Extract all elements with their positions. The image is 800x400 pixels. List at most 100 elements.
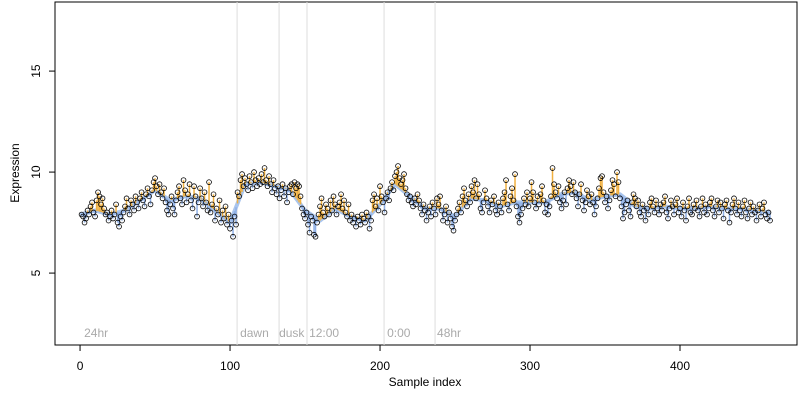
data-point [212, 217, 218, 224]
annotation: 48hr [437, 326, 461, 340]
data-point [375, 207, 382, 214]
data-point [369, 197, 376, 204]
data-point [674, 195, 680, 202]
data-point [455, 205, 461, 212]
data-point [738, 213, 745, 220]
data-point [285, 189, 292, 196]
annotation: 0:00 [387, 326, 411, 340]
data-point [168, 193, 175, 200]
data-point [572, 189, 578, 196]
data-point [339, 205, 346, 212]
data-point [563, 201, 569, 208]
data-point [662, 193, 668, 200]
data-point [144, 185, 151, 192]
data-point [638, 213, 644, 220]
data-point [353, 223, 359, 230]
data-point [402, 185, 409, 192]
data-point [606, 197, 613, 204]
data-point [566, 177, 572, 183]
data-point [321, 213, 328, 220]
data-point [671, 211, 677, 218]
data-point [83, 215, 89, 222]
data-point [561, 189, 568, 196]
data-point [165, 211, 172, 218]
data-point [527, 195, 533, 202]
data-point [680, 199, 686, 206]
data-point [696, 213, 703, 220]
data-point [767, 217, 773, 224]
data-point [516, 219, 523, 226]
x-tick-label: 100 [220, 359, 240, 373]
data-point [747, 199, 754, 206]
data-point [267, 181, 274, 188]
data-point [381, 209, 388, 216]
data-point [393, 169, 400, 175]
data-point [344, 213, 350, 220]
data-point [161, 185, 167, 192]
data-point [281, 193, 287, 200]
x-axis-label: Sample index [389, 375, 462, 389]
data-point [476, 191, 482, 198]
data-point [380, 199, 386, 206]
data-point [302, 215, 308, 222]
data-point [686, 195, 692, 202]
data-point [648, 195, 655, 202]
data-point [626, 207, 632, 214]
plot-frame [54, 1, 798, 346]
data-point [237, 177, 244, 183]
data-point [129, 201, 136, 208]
data-point [593, 203, 599, 210]
data-point [357, 221, 364, 228]
data-point [654, 205, 661, 212]
data-point [395, 163, 401, 169]
data-point [600, 189, 607, 196]
data-point [540, 197, 547, 204]
data-point [474, 181, 481, 188]
data-point [581, 207, 587, 214]
data-point [345, 201, 352, 208]
data-point [279, 181, 286, 188]
y-tick-label: 10 [29, 165, 43, 179]
data-point [509, 185, 515, 192]
data-point [735, 199, 742, 206]
data-point [551, 181, 557, 188]
data-point [194, 213, 200, 220]
data-point [513, 203, 520, 210]
data-point [548, 193, 554, 200]
data-point [341, 197, 347, 204]
data-point [576, 191, 583, 198]
data-point [644, 205, 650, 212]
data-point [314, 219, 320, 226]
data-point [737, 207, 743, 214]
data-point [326, 211, 332, 218]
data-point [258, 171, 265, 177]
data-point [242, 175, 248, 181]
data-point [717, 199, 724, 206]
data-point [297, 193, 304, 200]
data-point [521, 195, 527, 202]
data-point [536, 201, 542, 208]
data-point [753, 217, 760, 224]
data-point [140, 197, 146, 204]
data-point [159, 195, 166, 202]
x-tick-label: 0 [77, 359, 84, 373]
data-point [645, 211, 652, 218]
data-point [677, 205, 683, 212]
data-point [443, 203, 449, 210]
data-point [216, 197, 223, 204]
data-point [111, 211, 118, 218]
data-point [498, 209, 505, 216]
data-point [425, 209, 431, 216]
data-point [386, 197, 392, 204]
data-point [177, 195, 184, 202]
data-point [639, 201, 646, 208]
data-point [711, 213, 718, 220]
data-point [183, 199, 190, 206]
data-point [365, 213, 371, 220]
data-point [729, 201, 736, 208]
data-point [744, 215, 751, 222]
data-point [414, 191, 421, 198]
data-point [672, 201, 679, 208]
data-point [303, 209, 310, 216]
data-point [510, 197, 517, 204]
